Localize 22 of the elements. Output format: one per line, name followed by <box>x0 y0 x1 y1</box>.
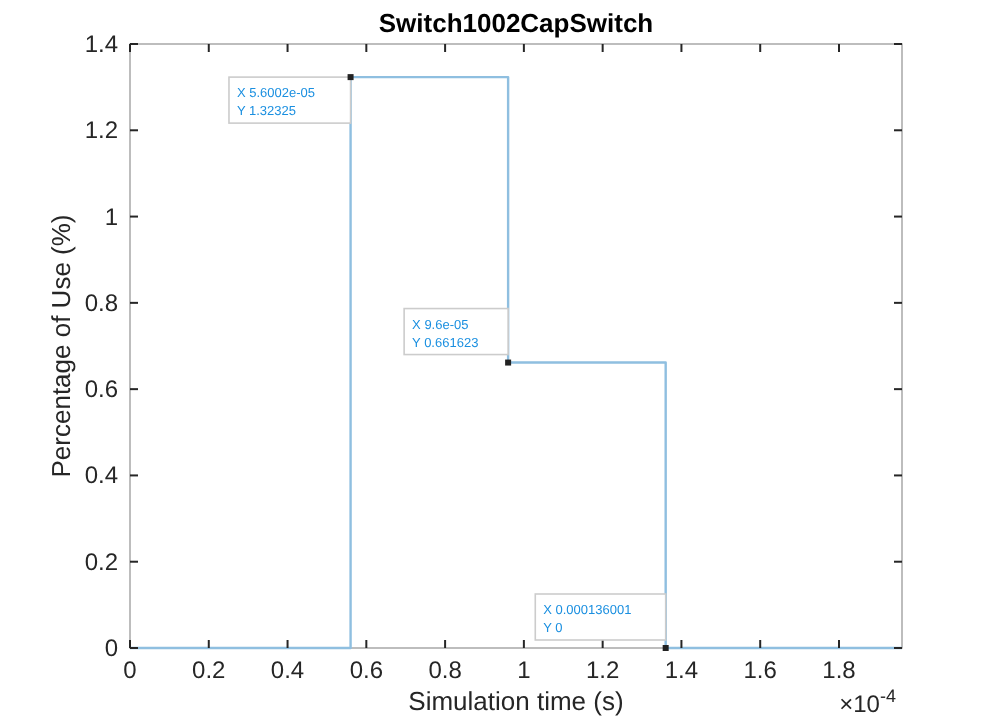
y-tick-label: 1 <box>104 202 119 231</box>
y-tick-label: 1.4 <box>84 30 119 58</box>
chart-title: Switch1002CapSwitch <box>378 8 654 38</box>
x-tick-label: 1.8 <box>822 656 857 684</box>
x-axis-title: Simulation time (s) <box>408 686 624 716</box>
x-tick-label: 1 <box>517 656 532 684</box>
x-tick-label: 0 <box>123 656 138 684</box>
y-tick-label: 0.6 <box>84 375 119 404</box>
text: ×10$^{-4}$ <box>839 686 896 718</box>
y-tick-label: 0 <box>104 634 119 662</box>
x-tick-label: 1.6 <box>743 656 778 684</box>
x-tick-label: 0.4 <box>270 656 305 684</box>
y-axis-title: Percentage of Use (%) <box>46 214 76 478</box>
x-tick-label: 0.6 <box>349 656 384 684</box>
x-tick-label: 0.8 <box>428 656 463 684</box>
y-tick-label: 0.8 <box>84 288 119 317</box>
x-tick-label: 1.4 <box>664 656 699 684</box>
y-tick-label: 1.2 <box>84 116 119 145</box>
y-tick-label: 0.2 <box>84 547 119 576</box>
x-tick-label: 0.2 <box>192 656 227 684</box>
y-tick-label: 0.4 <box>84 461 119 490</box>
x-tick-label: 1.2 <box>585 656 620 684</box>
